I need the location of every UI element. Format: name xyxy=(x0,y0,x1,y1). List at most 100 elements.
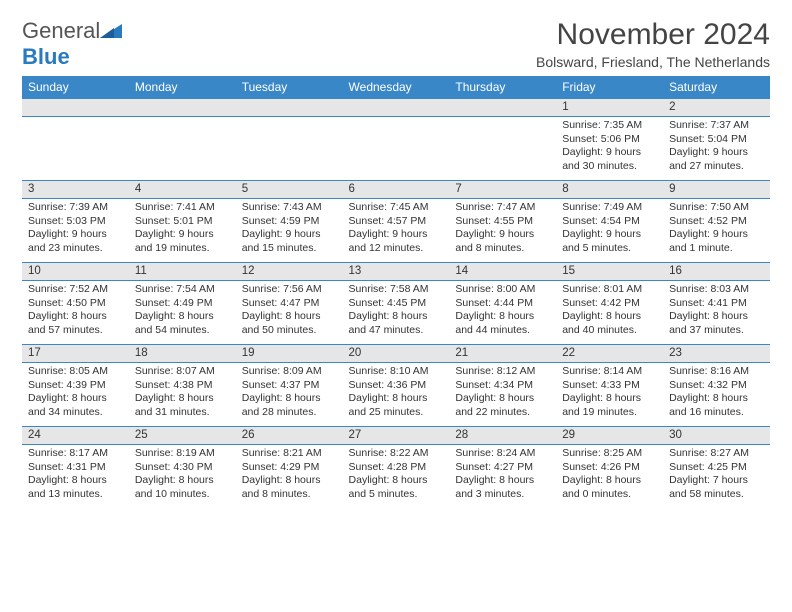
day-detail-line: Daylight: 9 hours xyxy=(669,228,764,242)
day-detail-row: Sunrise: 8:17 AMSunset: 4:31 PMDaylight:… xyxy=(22,445,770,509)
day-detail-line: Sunset: 4:55 PM xyxy=(455,215,550,229)
day-detail-line: Sunrise: 7:52 AM xyxy=(28,283,123,297)
day-number-cell: 30 xyxy=(663,427,770,445)
day-number-cell: 2 xyxy=(663,99,770,117)
day-detail-line: and 8 minutes. xyxy=(242,488,337,502)
day-detail-cell: Sunrise: 7:56 AMSunset: 4:47 PMDaylight:… xyxy=(236,281,343,345)
day-detail-cell: Sunrise: 7:43 AMSunset: 4:59 PMDaylight:… xyxy=(236,199,343,263)
day-detail-line: and 28 minutes. xyxy=(242,406,337,420)
day-detail-line: Sunrise: 7:39 AM xyxy=(28,201,123,215)
day-header: Sunday xyxy=(22,76,129,99)
day-detail-line: and 23 minutes. xyxy=(28,242,123,256)
day-detail-cell: Sunrise: 7:45 AMSunset: 4:57 PMDaylight:… xyxy=(343,199,450,263)
day-detail-line: Sunrise: 8:00 AM xyxy=(455,283,550,297)
day-detail-row: Sunrise: 7:35 AMSunset: 5:06 PMDaylight:… xyxy=(22,117,770,181)
day-number-cell: 6 xyxy=(343,181,450,199)
day-number-cell: 3 xyxy=(22,181,129,199)
day-detail-line: Daylight: 8 hours xyxy=(455,474,550,488)
day-detail-line: and 12 minutes. xyxy=(349,242,444,256)
day-detail-cell xyxy=(343,117,450,181)
day-detail-line: and 19 minutes. xyxy=(562,406,657,420)
day-detail-line: Sunrise: 8:10 AM xyxy=(349,365,444,379)
day-detail-cell: Sunrise: 8:17 AMSunset: 4:31 PMDaylight:… xyxy=(22,445,129,509)
day-detail-line: Daylight: 9 hours xyxy=(349,228,444,242)
title-block: November 2024 Bolsward, Friesland, The N… xyxy=(536,18,770,70)
day-detail-line: Sunset: 4:59 PM xyxy=(242,215,337,229)
day-detail-line: and 15 minutes. xyxy=(242,242,337,256)
day-detail-cell xyxy=(449,117,556,181)
day-detail-line: Daylight: 8 hours xyxy=(28,474,123,488)
day-detail-cell: Sunrise: 8:14 AMSunset: 4:33 PMDaylight:… xyxy=(556,363,663,427)
day-detail-line: Sunrise: 8:14 AM xyxy=(562,365,657,379)
day-detail-line: and 10 minutes. xyxy=(135,488,230,502)
day-detail-line: Sunset: 4:57 PM xyxy=(349,215,444,229)
day-detail-cell: Sunrise: 8:21 AMSunset: 4:29 PMDaylight:… xyxy=(236,445,343,509)
day-detail-line: Sunrise: 7:58 AM xyxy=(349,283,444,297)
logo-text-a: General xyxy=(22,18,100,43)
day-detail-line: Daylight: 9 hours xyxy=(242,228,337,242)
day-detail-line: Sunset: 5:06 PM xyxy=(562,133,657,147)
day-number-cell: 28 xyxy=(449,427,556,445)
day-number-cell: 8 xyxy=(556,181,663,199)
day-number-cell xyxy=(449,99,556,117)
day-number-cell xyxy=(22,99,129,117)
day-number-cell: 21 xyxy=(449,345,556,363)
day-detail-line: Daylight: 8 hours xyxy=(455,392,550,406)
day-detail-line: Sunrise: 8:27 AM xyxy=(669,447,764,461)
day-detail-cell xyxy=(22,117,129,181)
day-number-cell: 29 xyxy=(556,427,663,445)
day-detail-line: Sunrise: 8:25 AM xyxy=(562,447,657,461)
day-detail-line: Daylight: 8 hours xyxy=(242,474,337,488)
day-detail-line: Daylight: 8 hours xyxy=(562,392,657,406)
day-detail-row: Sunrise: 8:05 AMSunset: 4:39 PMDaylight:… xyxy=(22,363,770,427)
day-detail-line: and 25 minutes. xyxy=(349,406,444,420)
day-number-row: 17181920212223 xyxy=(22,345,770,363)
day-detail-line: and 44 minutes. xyxy=(455,324,550,338)
month-title: November 2024 xyxy=(536,18,770,52)
day-detail-cell: Sunrise: 8:24 AMSunset: 4:27 PMDaylight:… xyxy=(449,445,556,509)
day-detail-line: Daylight: 8 hours xyxy=(135,392,230,406)
day-header: Wednesday xyxy=(343,76,450,99)
day-number-row: 12 xyxy=(22,99,770,117)
day-detail-row: Sunrise: 7:39 AMSunset: 5:03 PMDaylight:… xyxy=(22,199,770,263)
day-detail-cell: Sunrise: 8:05 AMSunset: 4:39 PMDaylight:… xyxy=(22,363,129,427)
day-detail-cell: Sunrise: 8:19 AMSunset: 4:30 PMDaylight:… xyxy=(129,445,236,509)
day-detail-line: and 19 minutes. xyxy=(135,242,230,256)
day-detail-line: Sunrise: 8:21 AM xyxy=(242,447,337,461)
day-number-cell xyxy=(236,99,343,117)
day-detail-line: and 37 minutes. xyxy=(669,324,764,338)
day-detail-line: Sunrise: 8:03 AM xyxy=(669,283,764,297)
day-detail-cell: Sunrise: 7:37 AMSunset: 5:04 PMDaylight:… xyxy=(663,117,770,181)
day-detail-line: Daylight: 8 hours xyxy=(242,310,337,324)
day-number-cell: 1 xyxy=(556,99,663,117)
day-detail-line: Sunset: 4:49 PM xyxy=(135,297,230,311)
day-detail-line: and 57 minutes. xyxy=(28,324,123,338)
day-detail-line: Sunset: 4:54 PM xyxy=(562,215,657,229)
day-detail-line: Sunset: 4:39 PM xyxy=(28,379,123,393)
day-detail-cell: Sunrise: 8:10 AMSunset: 4:36 PMDaylight:… xyxy=(343,363,450,427)
day-number-cell: 5 xyxy=(236,181,343,199)
day-detail-line: Sunset: 4:47 PM xyxy=(242,297,337,311)
day-detail-cell xyxy=(129,117,236,181)
day-detail-line: and 58 minutes. xyxy=(669,488,764,502)
day-detail-line: Sunset: 4:30 PM xyxy=(135,461,230,475)
day-detail-line: Daylight: 8 hours xyxy=(562,474,657,488)
day-number-row: 10111213141516 xyxy=(22,263,770,281)
day-detail-cell: Sunrise: 8:01 AMSunset: 4:42 PMDaylight:… xyxy=(556,281,663,345)
day-detail-line: Daylight: 8 hours xyxy=(349,310,444,324)
day-number-cell: 18 xyxy=(129,345,236,363)
location: Bolsward, Friesland, The Netherlands xyxy=(536,54,770,70)
day-detail-line: Sunset: 4:32 PM xyxy=(669,379,764,393)
day-detail-line: Sunrise: 7:41 AM xyxy=(135,201,230,215)
day-number-cell: 27 xyxy=(343,427,450,445)
day-detail-line: Sunset: 5:01 PM xyxy=(135,215,230,229)
day-detail-line: and 40 minutes. xyxy=(562,324,657,338)
day-detail-cell: Sunrise: 7:54 AMSunset: 4:49 PMDaylight:… xyxy=(129,281,236,345)
day-detail-line: Daylight: 8 hours xyxy=(349,474,444,488)
day-header: Tuesday xyxy=(236,76,343,99)
logo-text: General Blue xyxy=(22,18,122,70)
triangle-icon xyxy=(100,22,122,38)
day-detail-line: Daylight: 9 hours xyxy=(28,228,123,242)
day-number-cell: 12 xyxy=(236,263,343,281)
day-detail-line: Sunset: 4:50 PM xyxy=(28,297,123,311)
